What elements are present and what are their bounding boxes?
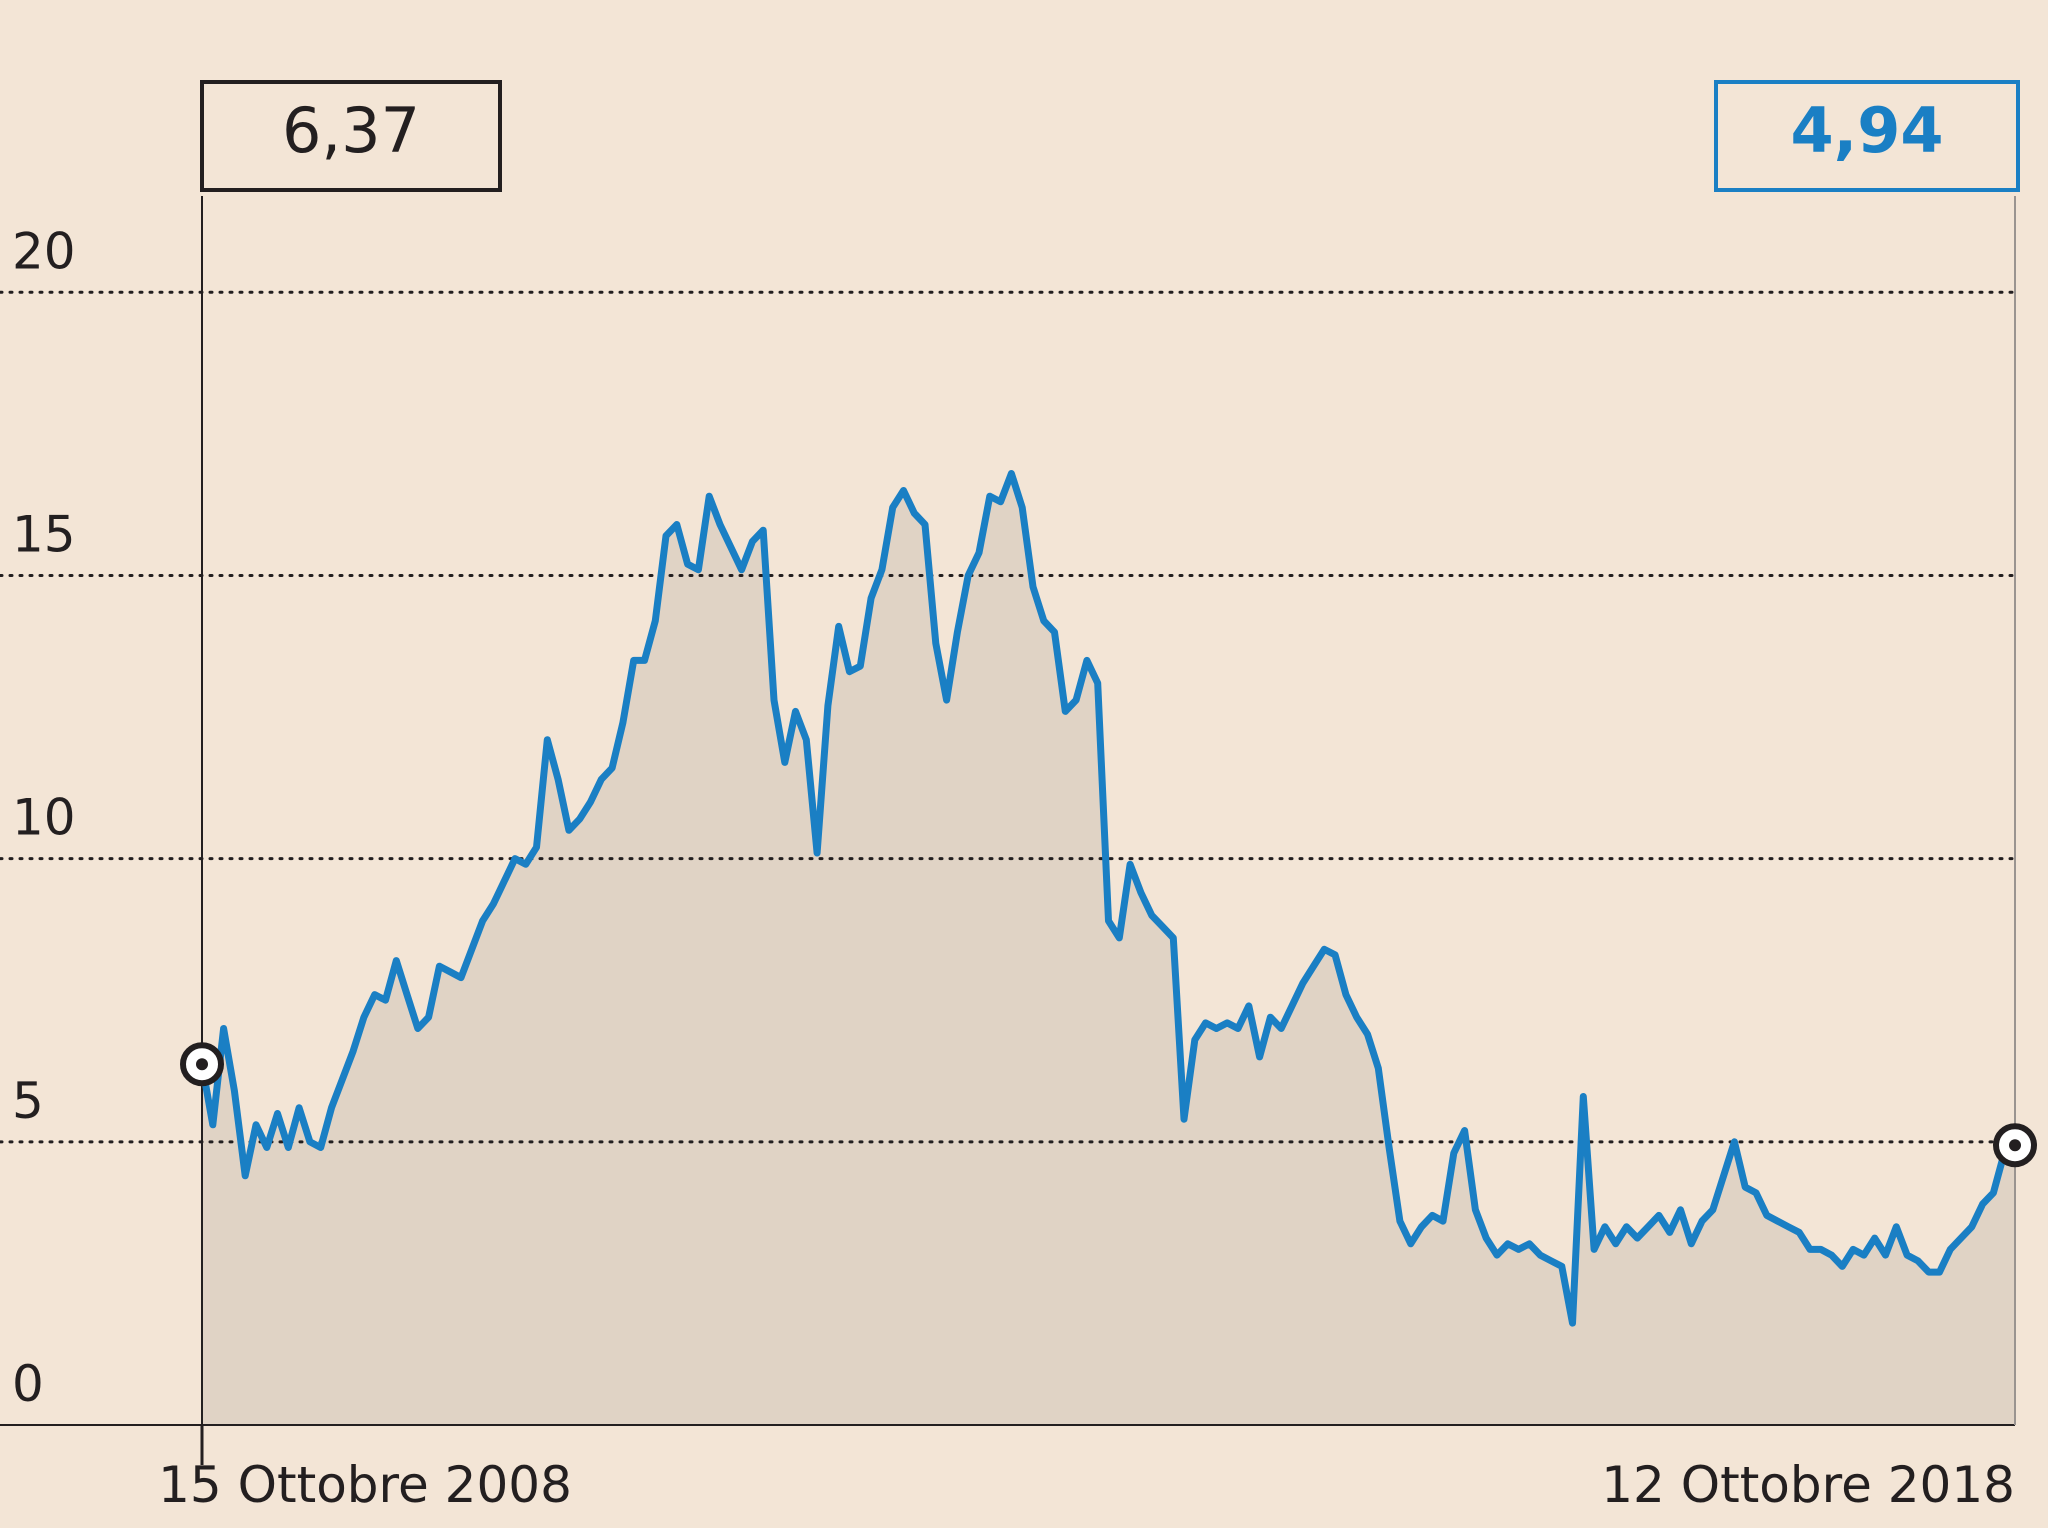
x-label-start: 15 Ottobre 2008 bbox=[158, 1456, 572, 1514]
x-label-end: 12 Ottobre 2018 bbox=[1601, 1456, 2015, 1514]
value-marker-dot bbox=[196, 1058, 208, 1071]
y-tick-label: 5 bbox=[12, 1072, 44, 1130]
y-tick-label: 10 bbox=[12, 789, 76, 847]
y-tick-label: 15 bbox=[12, 505, 76, 563]
value-box-label: 6,37 bbox=[282, 94, 420, 167]
value-box bbox=[200, 80, 502, 192]
value-box-label: 4,94 bbox=[1791, 94, 1944, 167]
y-tick-label: 0 bbox=[12, 1355, 44, 1413]
value-box bbox=[1714, 80, 2020, 192]
value-marker-dot bbox=[2009, 1139, 2021, 1152]
y-tick-label: 20 bbox=[12, 222, 76, 280]
area-fill bbox=[202, 473, 2015, 1425]
price-line bbox=[198, 470, 2018, 1327]
